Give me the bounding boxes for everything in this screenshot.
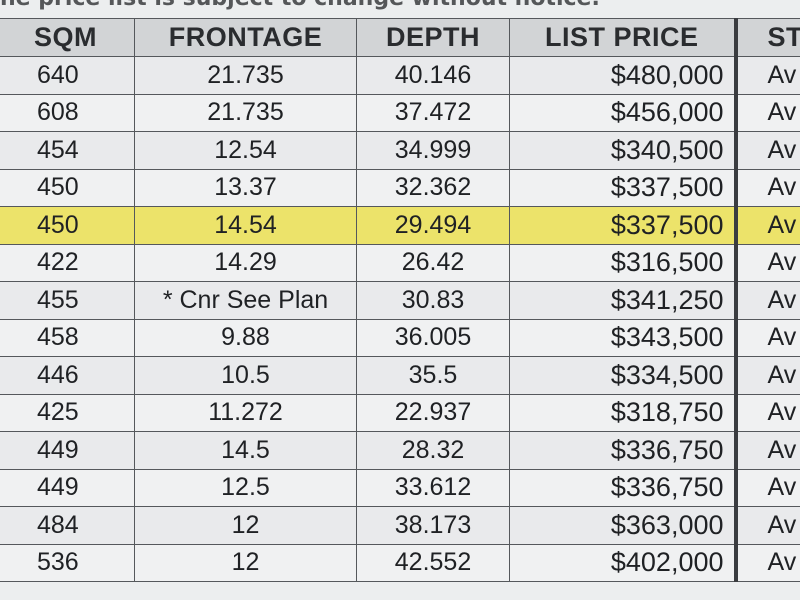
cell-list-price: $343,500 — [509, 318, 738, 357]
table-row: 484 12 38.173 $363,000 Av — [0, 506, 800, 545]
table-row: 446 10.5 35.5 $334,500 Av — [0, 356, 800, 395]
cell-sqm: 450 — [0, 206, 135, 245]
cell-frontage: 14.54 — [134, 206, 357, 245]
cell-depth: 33.612 — [356, 468, 510, 507]
cell-frontage: 14.29 — [134, 243, 357, 282]
cell-frontage: 12 — [134, 543, 357, 582]
cell-list-price: $334,500 — [509, 356, 738, 395]
cell-depth: 42.552 — [356, 543, 510, 582]
cell-depth: 30.83 — [356, 281, 510, 320]
cell-frontage: 12 — [134, 506, 357, 545]
cell-depth: 34.999 — [356, 131, 510, 170]
cell-sqm: 536 — [0, 543, 135, 582]
cell-list-price: $316,500 — [509, 243, 738, 282]
cell-depth: 35.5 — [356, 356, 510, 395]
cell-list-price: $363,000 — [509, 506, 738, 545]
price-change-notice: he price list is subject to change witho… — [0, 0, 800, 10]
table-row-highlighted: 450 14.54 29.494 $337,500 Av — [0, 206, 800, 245]
cell-sqm: 425 — [0, 393, 135, 432]
cell-sqm: 608 — [0, 93, 135, 132]
cell-list-price: $318,750 — [509, 393, 738, 432]
cell-sqm: 458 — [0, 318, 135, 357]
cell-sqm: 422 — [0, 243, 135, 282]
table-row: 449 14.5 28.32 $336,750 Av — [0, 431, 800, 470]
cell-list-price: $402,000 — [509, 543, 738, 582]
column-header-status: ST — [735, 18, 800, 57]
cell-status: Av — [735, 131, 800, 170]
cell-depth: 37.472 — [356, 93, 510, 132]
cell-status: Av — [735, 281, 800, 320]
column-header-list-price: LIST PRICE — [509, 18, 738, 57]
cell-status: Av — [735, 168, 800, 207]
cell-list-price: $456,000 — [509, 93, 738, 132]
table-header: SQM FRONTAGE DEPTH LIST PRICE ST — [0, 18, 800, 57]
table-row: 450 13.37 32.362 $337,500 Av — [0, 168, 800, 207]
table-row: 425 11.272 22.937 $318,750 Av — [0, 393, 800, 432]
cell-frontage: 10.5 — [134, 356, 357, 395]
cell-frontage: 9.88 — [134, 318, 357, 357]
cell-frontage: 21.735 — [134, 93, 357, 132]
cell-status: Av — [735, 56, 800, 95]
cell-frontage: 12.54 — [134, 131, 357, 170]
cell-status: Av — [735, 431, 800, 470]
table-row: 455 * Cnr See Plan 30.83 $341,250 Av — [0, 281, 800, 320]
cell-depth: 32.362 — [356, 168, 510, 207]
cell-depth: 38.173 — [356, 506, 510, 545]
cell-sqm: 454 — [0, 131, 135, 170]
column-header-depth: DEPTH — [356, 18, 510, 57]
cell-list-price: $337,500 — [509, 168, 738, 207]
header-row: SQM FRONTAGE DEPTH LIST PRICE ST — [0, 18, 800, 57]
cell-list-price: $337,500 — [509, 206, 738, 245]
table-row: 640 21.735 40.146 $480,000 Av — [0, 56, 800, 95]
cell-depth: 40.146 — [356, 56, 510, 95]
cell-status: Av — [735, 393, 800, 432]
column-header-frontage: FRONTAGE — [134, 18, 357, 57]
table-body: 640 21.735 40.146 $480,000 Av 608 21.735 37.472… — [0, 56, 800, 582]
cell-frontage: 12.5 — [134, 468, 357, 507]
cell-list-price: $480,000 — [509, 56, 738, 95]
cell-status: Av — [735, 93, 800, 132]
table-row: 449 12.5 33.612 $336,750 Av — [0, 468, 800, 507]
cell-depth: 29.494 — [356, 206, 510, 245]
cell-frontage: * Cnr See Plan — [134, 281, 357, 320]
cell-depth: 36.005 — [356, 318, 510, 357]
cell-status: Av — [735, 356, 800, 395]
table-row: 608 21.735 37.472 $456,000 Av — [0, 93, 800, 132]
cell-list-price: $336,750 — [509, 431, 738, 470]
cell-depth: 26.42 — [356, 243, 510, 282]
cell-status: Av — [735, 543, 800, 582]
cell-status: Av — [735, 243, 800, 282]
table-row: 454 12.54 34.999 $340,500 Av — [0, 131, 800, 170]
cell-sqm: 450 — [0, 168, 135, 207]
cell-sqm: 449 — [0, 468, 135, 507]
cell-status: Av — [735, 318, 800, 357]
cell-depth: 28.32 — [356, 431, 510, 470]
table-row: 458 9.88 36.005 $343,500 Av — [0, 318, 800, 357]
cell-sqm: 449 — [0, 431, 135, 470]
cell-sqm: 455 — [0, 281, 135, 320]
cell-status: Av — [735, 506, 800, 545]
cell-status: Av — [735, 468, 800, 507]
table-row: 422 14.29 26.42 $316,500 Av — [0, 243, 800, 282]
cell-frontage: 14.5 — [134, 431, 357, 470]
cell-depth: 22.937 — [356, 393, 510, 432]
cell-frontage: 11.272 — [134, 393, 357, 432]
column-header-sqm: SQM — [0, 18, 135, 57]
cell-status: Av — [735, 206, 800, 245]
cell-frontage: 13.37 — [134, 168, 357, 207]
cell-list-price: $336,750 — [509, 468, 738, 507]
cell-list-price: $341,250 — [509, 281, 738, 320]
price-list-table: SQM FRONTAGE DEPTH LIST PRICE ST 640 21.7… — [0, 18, 800, 582]
cell-sqm: 640 — [0, 56, 135, 95]
table-row: 536 12 42.552 $402,000 Av — [0, 543, 800, 582]
cell-frontage: 21.735 — [134, 56, 357, 95]
cell-sqm: 484 — [0, 506, 135, 545]
cell-list-price: $340,500 — [509, 131, 738, 170]
cell-sqm: 446 — [0, 356, 135, 395]
